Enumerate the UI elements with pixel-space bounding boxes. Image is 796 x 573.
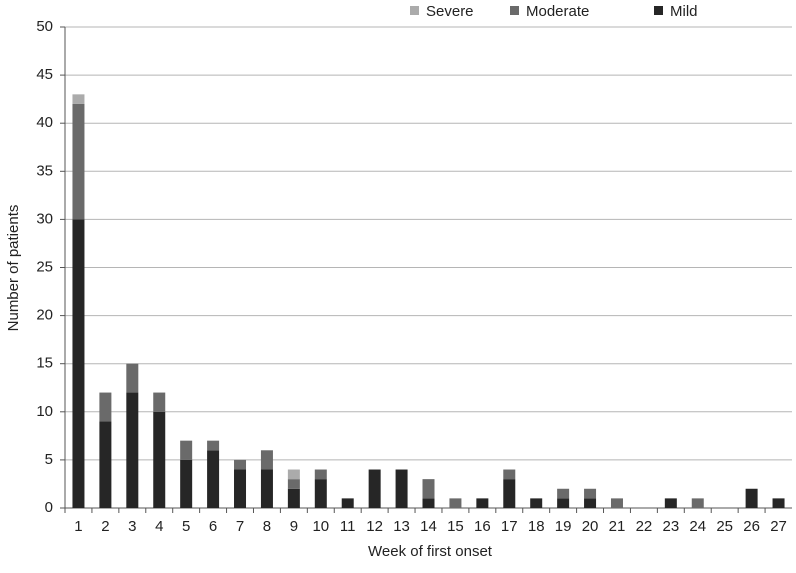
x-tick-label: 27 <box>770 518 787 535</box>
x-tick-label: 14 <box>420 518 437 535</box>
x-tick-label: 19 <box>555 518 572 535</box>
bar-segment <box>287 479 300 489</box>
y-tick-label: 30 <box>36 210 53 227</box>
bar-segment <box>664 498 677 508</box>
x-tick-label: 8 <box>263 518 271 535</box>
y-tick-label: 25 <box>36 258 53 275</box>
x-tick-label: 4 <box>155 518 163 535</box>
bar-segment <box>503 469 516 480</box>
bar-segment <box>341 498 354 508</box>
bar-segment <box>260 450 273 470</box>
bar-segment <box>287 469 300 480</box>
bar-segment <box>207 450 220 508</box>
x-tick-label: 18 <box>528 518 545 535</box>
bar-segment <box>72 94 85 104</box>
bar-segment <box>772 498 785 508</box>
y-tick-label: 20 <box>36 307 53 324</box>
x-tick-label: 17 <box>501 518 518 535</box>
bar-segment <box>314 469 327 480</box>
bar-segment <box>99 421 112 508</box>
y-tick-label: 5 <box>45 451 53 468</box>
y-tick-label: 0 <box>45 499 53 516</box>
x-tick-label: 22 <box>636 518 653 535</box>
bar-segment <box>260 469 273 508</box>
x-tick-label: 23 <box>662 518 679 535</box>
bar-segment <box>234 469 247 508</box>
bar-segment <box>422 498 435 508</box>
y-tick-label: 50 <box>36 18 53 35</box>
bar-segment <box>72 103 85 220</box>
bar-segment <box>557 488 570 499</box>
bar-segment <box>584 498 597 508</box>
y-tick-label: 15 <box>36 355 53 372</box>
bar-segment <box>503 479 516 508</box>
x-tick-label: 2 <box>101 518 109 535</box>
bar-segment <box>476 498 489 508</box>
bar-segment <box>584 488 597 499</box>
y-tick-label: 35 <box>36 162 53 179</box>
x-tick-label: 9 <box>290 518 298 535</box>
x-tick-label: 7 <box>236 518 244 535</box>
legend-swatch <box>410 6 419 15</box>
legend-swatch <box>510 6 519 15</box>
x-axis-label: Week of first onset <box>368 543 493 560</box>
bar-segment <box>126 392 139 508</box>
bar-segment <box>153 411 166 508</box>
bar-segment <box>314 479 327 508</box>
bar-segment <box>610 498 623 508</box>
legend-swatch <box>654 6 663 15</box>
bar-segment <box>99 392 112 422</box>
bar-segment <box>207 440 220 451</box>
x-tick-label: 11 <box>340 518 356 535</box>
x-tick-label: 20 <box>582 518 599 535</box>
x-tick-label: 13 <box>393 518 410 535</box>
bar-segment <box>557 498 570 508</box>
y-tick-label: 10 <box>36 403 53 420</box>
bar-segment <box>395 469 408 508</box>
bar-segment <box>72 219 85 508</box>
bar-segment <box>368 469 381 508</box>
x-tick-label: 1 <box>74 518 82 535</box>
bar-segment <box>422 479 435 499</box>
y-tick-label: 45 <box>36 66 53 83</box>
bar-segment <box>745 488 758 508</box>
bar-segment <box>234 459 247 470</box>
x-tick-label: 15 <box>447 518 464 535</box>
y-tick-label: 40 <box>36 114 53 131</box>
x-tick-label: 6 <box>209 518 217 535</box>
x-tick-label: 12 <box>366 518 383 535</box>
bar-segment <box>180 459 193 508</box>
legend-label: Moderate <box>526 3 589 20</box>
x-tick-label: 10 <box>312 518 329 535</box>
x-tick-label: 3 <box>128 518 136 535</box>
bar-segment <box>180 440 193 460</box>
y-axis-label: Number of patients <box>5 205 22 332</box>
x-tick-label: 24 <box>689 518 706 535</box>
bar-segment <box>126 363 139 393</box>
bar-segment <box>449 498 462 508</box>
bar-segment <box>691 498 704 508</box>
x-tick-label: 25 <box>716 518 733 535</box>
legend-label: Mild <box>670 3 698 20</box>
x-tick-label: 5 <box>182 518 190 535</box>
bar-segment <box>530 498 543 508</box>
x-tick-label: 26 <box>743 518 760 535</box>
bar-segment <box>153 392 166 412</box>
x-tick-label: 16 <box>474 518 491 535</box>
x-tick-label: 21 <box>609 518 626 535</box>
bar-segment <box>287 488 300 508</box>
legend-label: Severe <box>426 3 474 20</box>
